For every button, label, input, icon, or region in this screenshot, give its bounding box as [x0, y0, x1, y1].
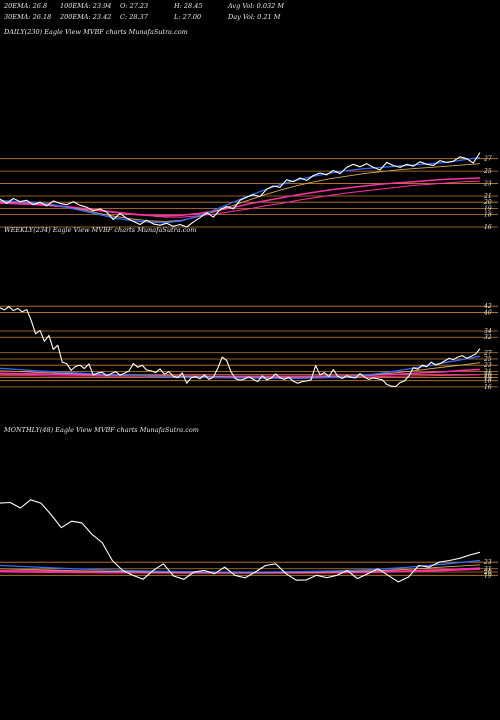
tick-label: 20 [483, 371, 492, 378]
monthly-panel: MONTHLY(48) Eagle View MVBF charts Munaf… [0, 426, 498, 583]
tick-label: 16 [484, 224, 492, 231]
tick-label: 32 [484, 334, 492, 341]
tick-label: 20 [483, 569, 492, 576]
tick-label: 42 [483, 303, 492, 310]
header-close: C: 28.37 [120, 13, 149, 21]
tick-label: 27 [483, 156, 492, 163]
header-ema30: 30EMA: 26.18 [4, 13, 51, 21]
series-ema100-line [0, 177, 481, 217]
series-ema20-line [0, 559, 481, 573]
header-low: L: 27.00 [173, 13, 201, 21]
tick-label: 23 [483, 362, 492, 369]
header-stats: 20EMA: 26.8 100EMA: 23.94 O: 27.23 H: 28… [3, 2, 284, 21]
series-ema30-line [0, 163, 481, 222]
tick-label: 16 [484, 384, 492, 391]
tick-label: 21 [483, 368, 492, 375]
tick-label: 20 [483, 199, 492, 206]
tick-label: 19 [484, 375, 492, 382]
daily-panel: DAILY(230) Eagle View MVBF charts Munafa… [0, 28, 498, 231]
tick-label: 23 [483, 559, 492, 566]
header-avg-vol: Avg Vol: 0.032 M [227, 2, 284, 10]
series-price-line [0, 305, 481, 388]
daily-title: DAILY(230) Eagle View MVBF charts Munafa… [3, 28, 188, 36]
tick-label: 25 [483, 356, 492, 363]
tick-label: 21 [483, 566, 492, 573]
tick-label: 27 [483, 350, 492, 357]
series-price-line [0, 152, 481, 228]
monthly-title: MONTHLY(48) Eagle View MVBF charts Munaf… [3, 426, 199, 434]
series-ema30-line [0, 564, 481, 574]
series-price-line [0, 499, 481, 583]
header-ema20: 20EMA: 26.8 [3, 2, 47, 10]
series-ema20-line [0, 156, 481, 224]
header-open: O: 27.23 [120, 2, 148, 10]
tick-label: 21 [483, 193, 492, 200]
tick-label: 40 [483, 309, 492, 316]
header-high: H: 28.45 [173, 2, 203, 10]
tick-label: 18 [484, 212, 492, 219]
tick-label: 34 [484, 328, 492, 335]
tick-label: 19 [484, 572, 492, 579]
tick-label: 18 [484, 378, 492, 385]
header-ema100: 100EMA: 23.94 [60, 2, 111, 10]
tick-label: 25 [483, 168, 492, 175]
tick-label: 23 [483, 181, 492, 188]
series-ema20-line [0, 355, 481, 379]
series-ema100-line [0, 368, 481, 378]
header-ema200: 200EMA: 23.42 [59, 13, 111, 21]
tick-label: 19 [484, 205, 492, 212]
weekly-panel: WEEKLY(234) Eagle View MVBF charts Munaf… [0, 226, 498, 391]
header-day-vol: Day Vol: 0.21 M [227, 13, 281, 21]
weekly-title: WEEKLY(234) Eagle View MVBF charts Munaf… [4, 226, 196, 234]
